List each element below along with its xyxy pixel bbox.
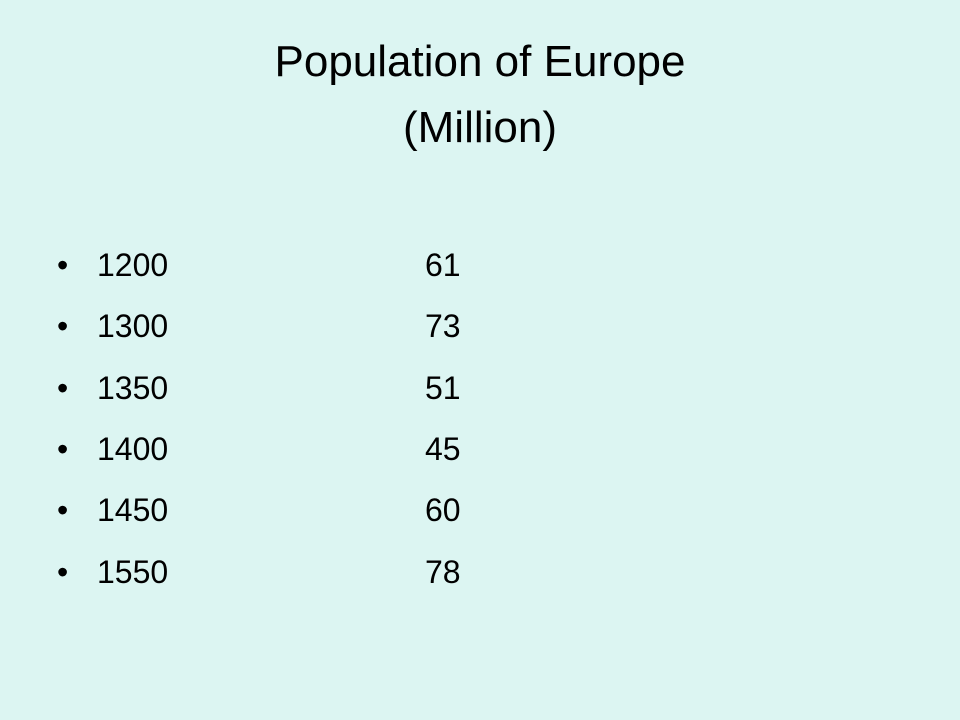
population: 45 <box>425 430 461 467</box>
year: 1550 <box>97 553 169 590</box>
list-item: 1550 78 <box>0 552 960 592</box>
list-item: 1350 51 <box>0 368 960 408</box>
population: 73 <box>425 308 461 345</box>
bullet <box>57 306 68 346</box>
year: 1350 <box>97 369 169 406</box>
population: 78 <box>425 553 461 590</box>
year: 1400 <box>97 430 169 467</box>
list-item: 1300 73 <box>0 306 960 346</box>
bullet <box>57 490 68 530</box>
bullet <box>57 368 68 408</box>
year: 1200 <box>97 247 169 283</box>
bullet <box>57 429 68 469</box>
year: 1450 <box>97 492 169 529</box>
list-item: 1450 60 <box>0 490 960 530</box>
slide-title: (Million) <box>403 103 557 152</box>
bullet <box>57 245 68 285</box>
population: 60 <box>425 492 461 529</box>
bullet <box>57 552 68 592</box>
list-item: 1400 45 <box>0 429 960 469</box>
year: 1300 <box>97 308 169 345</box>
slide-title: Population of Europe <box>274 37 686 86</box>
list-item: 1200 61 <box>0 245 960 285</box>
population: 51 <box>425 369 461 406</box>
population: 61 <box>425 247 461 283</box>
